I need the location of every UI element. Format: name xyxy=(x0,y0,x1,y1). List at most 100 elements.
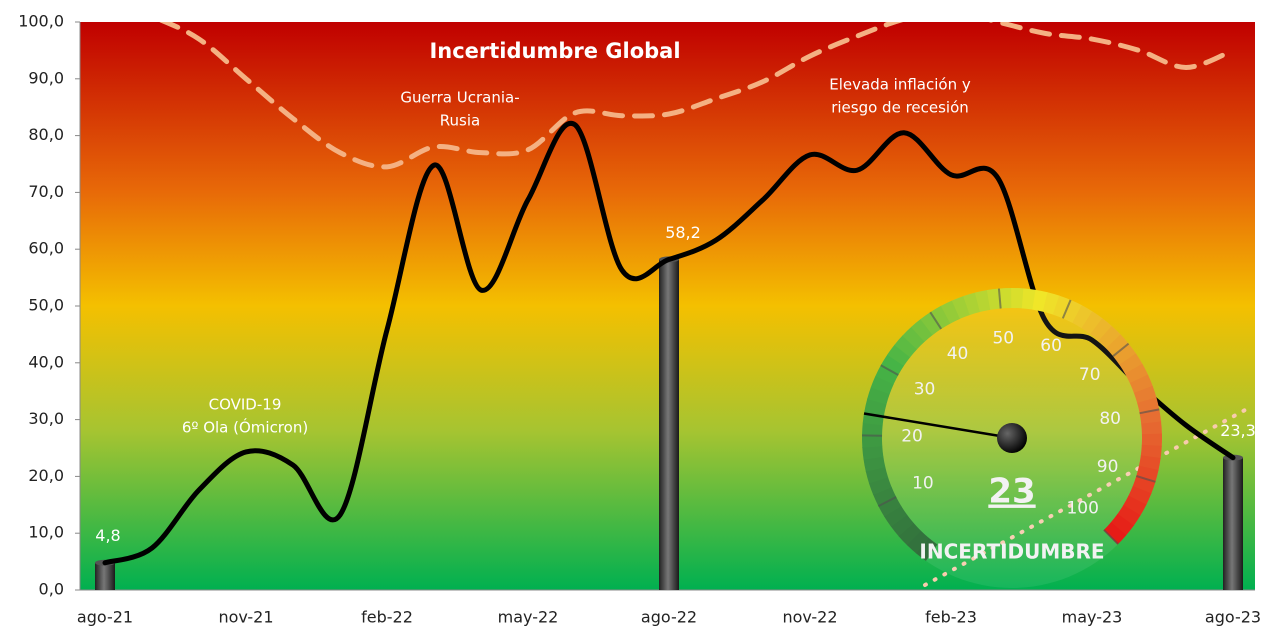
gauge-arc xyxy=(1142,479,1146,490)
gauge-arc xyxy=(926,320,936,327)
data-label: 58,2 xyxy=(665,223,701,242)
gauge-arc xyxy=(873,458,875,470)
chart: 0,010,020,030,040,050,060,070,080,090,01… xyxy=(0,0,1266,628)
gauge-arc xyxy=(902,342,910,351)
gauge-arc xyxy=(1105,333,1114,341)
chart-title: Incertidumbre Global xyxy=(429,39,680,63)
x-tick-label: feb-22 xyxy=(361,608,413,627)
bar xyxy=(95,563,115,590)
gauge-arc xyxy=(1077,314,1087,320)
gauge-arc xyxy=(895,351,902,361)
annotation: Rusia xyxy=(440,112,480,130)
gauge-arc xyxy=(878,480,882,491)
gauge-value: 23 xyxy=(988,472,1035,512)
gauge-arc xyxy=(1121,350,1128,360)
annotation: Guerra Ucrania- xyxy=(400,89,519,107)
gauge-arc xyxy=(1125,510,1132,520)
gauge-arc xyxy=(1113,341,1121,350)
gauge-arc xyxy=(890,360,896,370)
gauge-arc xyxy=(1045,302,1056,305)
y-tick-label: 20,0 xyxy=(28,466,64,485)
gauge-arc xyxy=(1023,298,1035,299)
gauge-tick-label: 30 xyxy=(914,380,936,400)
bar xyxy=(659,259,679,590)
x-tick-label: ago-21 xyxy=(77,608,133,627)
gauge-arc xyxy=(1149,411,1151,423)
y-tick-label: 40,0 xyxy=(28,352,64,371)
gauge-arc xyxy=(899,520,906,529)
gauge-arc xyxy=(874,401,877,413)
x-tick-label: may-23 xyxy=(1062,608,1123,627)
gauge-arc xyxy=(977,300,989,302)
y-tick-label: 90,0 xyxy=(28,68,64,87)
annotation: riesgo de recesión xyxy=(831,99,969,117)
gauge-arc xyxy=(1134,369,1139,380)
gauge-hub xyxy=(997,423,1027,453)
gauge-arc xyxy=(946,310,957,315)
gauge-arc xyxy=(893,511,900,521)
gauge-arc xyxy=(1000,298,1012,299)
gauge-arc xyxy=(1143,389,1147,400)
y-tick-label: 70,0 xyxy=(28,182,64,201)
gauge-arc xyxy=(1128,359,1134,369)
x-tick-label: may-22 xyxy=(498,608,559,627)
gauge-arc xyxy=(882,491,887,502)
x-tick-label: nov-21 xyxy=(218,608,273,627)
x-tick-label: ago-23 xyxy=(1205,608,1261,627)
gauge-arc xyxy=(906,529,914,538)
gauge-arc xyxy=(1067,309,1078,314)
annotation: Elevada inflación y xyxy=(829,76,971,94)
y-tick-label: 30,0 xyxy=(28,409,64,428)
gauge-arc xyxy=(1034,300,1046,302)
gauge-arc xyxy=(1056,305,1067,309)
gauge-arc xyxy=(1132,500,1138,510)
gauge-arc xyxy=(1147,400,1150,412)
gauge-tick-label: 40 xyxy=(947,344,969,364)
gauge-tick-label: 90 xyxy=(1097,457,1119,477)
gauge-arc xyxy=(880,380,885,391)
gauge-arc xyxy=(966,302,977,305)
x-tick-label: nov-22 xyxy=(782,608,837,627)
gauge-arc xyxy=(884,370,889,381)
gauge-arc xyxy=(1118,520,1125,529)
gauge-arc xyxy=(918,327,927,335)
y-tick-label: 0,0 xyxy=(39,580,64,599)
gauge-arc xyxy=(872,446,873,458)
x-tick-label: ago-22 xyxy=(641,608,697,627)
gauge-label: INCERTIDUMBRE xyxy=(919,540,1104,564)
gauge-arc xyxy=(936,315,946,321)
bar xyxy=(1223,458,1243,590)
gauge-arc xyxy=(1137,490,1142,501)
gauge-tick-label: 20 xyxy=(901,426,923,446)
gauge-tick-label: 60 xyxy=(1040,336,1062,356)
y-tick-label: 50,0 xyxy=(28,296,64,315)
gauge-arc xyxy=(1096,326,1105,334)
gauge-arc xyxy=(1087,320,1097,327)
gauge-arc xyxy=(1149,457,1151,469)
gauge-arc xyxy=(1111,529,1119,538)
gauge-tick-label: 10 xyxy=(912,473,934,493)
y-tick-label: 80,0 xyxy=(28,125,64,144)
annotation: 6º Ola (Ómicron) xyxy=(182,418,308,437)
gauge-tick-label: 50 xyxy=(992,328,1014,348)
gauge-arc xyxy=(875,469,878,481)
gauge-arc xyxy=(956,305,967,309)
annotation: COVID-19 xyxy=(209,396,282,414)
gauge-arc xyxy=(1139,379,1144,390)
gauge-arc xyxy=(988,298,1000,300)
gauge-tick-label: 100 xyxy=(1066,499,1098,519)
gauge-arc xyxy=(1151,445,1152,457)
gauge-tick-label: 70 xyxy=(1079,365,1101,385)
x-tick-label: feb-23 xyxy=(925,608,977,627)
data-label: 23,3 xyxy=(1220,421,1256,440)
y-tick-label: 10,0 xyxy=(28,523,64,542)
gauge-tick-label: 80 xyxy=(1099,409,1121,429)
gauge-arc xyxy=(1146,468,1149,480)
y-tick-label: 100,0 xyxy=(18,12,64,31)
gauge-arc xyxy=(1151,423,1152,435)
gauge-arc xyxy=(872,424,873,436)
data-label: 4,8 xyxy=(95,526,120,545)
gauge-arc xyxy=(887,501,893,511)
gauge-arc xyxy=(910,334,919,342)
gauge-arc xyxy=(877,390,881,401)
